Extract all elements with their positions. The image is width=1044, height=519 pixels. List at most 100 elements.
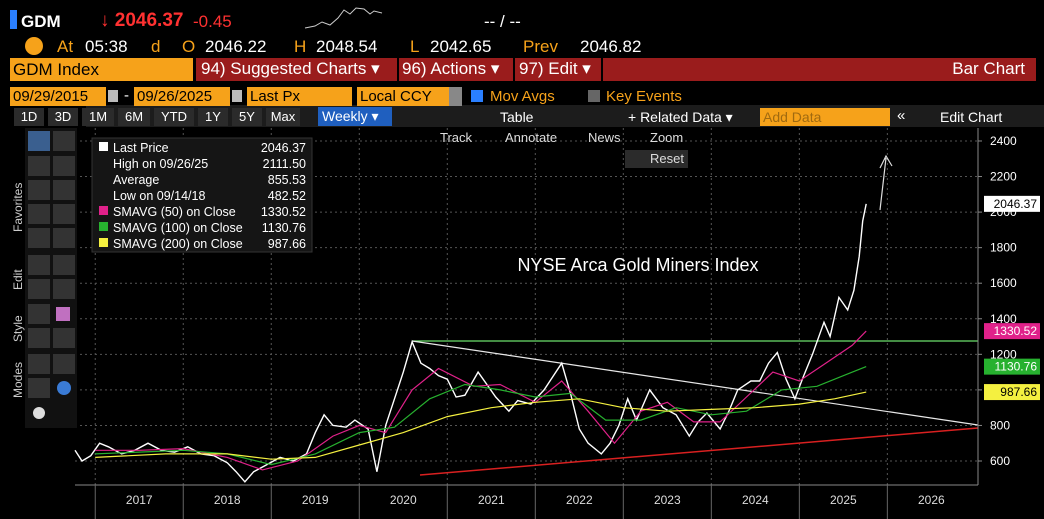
dropdown[interactable] <box>449 87 462 106</box>
open: 2046.22 <box>205 37 267 56</box>
legend-label: Low on 09/14/18 <box>113 189 206 203</box>
bid-ask: -- / -- <box>484 12 521 31</box>
checkbox[interactable] <box>588 90 600 102</box>
y-tick-label: 1800 <box>990 241 1017 255</box>
calendar-icon[interactable] <box>232 90 242 102</box>
period-button[interactable]: 6M <box>118 108 150 126</box>
edit-chart[interactable]: Edit Chart <box>940 109 1003 125</box>
tool-icon[interactable] <box>28 156 50 176</box>
tool-icon[interactable] <box>53 354 75 374</box>
tool-icon[interactable] <box>53 131 75 151</box>
change: -0.45 <box>193 12 232 31</box>
checkbox-label[interactable]: Mov Avgs <box>490 88 555 105</box>
ticker-marker <box>10 10 17 29</box>
x-tick-label: 2023 <box>654 493 681 507</box>
frequency-select[interactable]: Weekly ▾ <box>318 107 392 126</box>
x-tick-label: 2024 <box>742 493 769 507</box>
tool-icon[interactable] <box>28 279 50 299</box>
tool-icon[interactable] <box>28 354 50 374</box>
y-tick-label: 800 <box>990 418 1010 432</box>
legend-swatch <box>99 238 108 247</box>
label: d <box>151 37 161 56</box>
legend-swatch <box>99 142 108 151</box>
menu-item[interactable]: 96) Actions ▾ <box>402 59 500 78</box>
last-value-label: 1330.52 <box>994 324 1038 338</box>
tool-icon[interactable] <box>57 381 71 395</box>
price-line <box>74 203 867 483</box>
last-value-tag <box>984 358 1040 375</box>
start-date[interactable]: 09/29/2015 <box>10 87 106 106</box>
reset-button[interactable]: Reset <box>625 150 688 168</box>
tool-icon[interactable] <box>53 204 75 224</box>
chart-tool[interactable]: Track <box>440 130 473 145</box>
period-button[interactable]: 5Y <box>232 108 262 126</box>
chart-tool[interactable]: News <box>588 130 621 145</box>
collapse-icon[interactable]: « <box>897 107 906 124</box>
last-value-label: 2046.37 <box>994 197 1038 211</box>
tool-icon[interactable] <box>53 279 75 299</box>
tool-icon[interactable] <box>28 228 50 248</box>
add-data-input[interactable]: Add Data <box>760 108 890 126</box>
field-select[interactable]: Last Px <box>247 87 352 106</box>
tool-icon[interactable] <box>28 328 50 348</box>
tool-icon[interactable] <box>53 328 75 348</box>
tool-icon[interactable] <box>28 255 50 275</box>
tool-icon[interactable] <box>53 255 75 275</box>
currency-select[interactable]: Local CCY <box>357 87 449 106</box>
y-tick-label: 2200 <box>990 170 1017 184</box>
side-tab[interactable]: Modes <box>11 361 25 398</box>
chart-tool[interactable]: Annotate <box>505 130 558 145</box>
period-button[interactable]: 1D <box>14 108 44 126</box>
legend-label: SMAVG (200) on Close <box>113 237 243 251</box>
tool-icon[interactable] <box>53 228 75 248</box>
last-value-label: 1130.76 <box>995 360 1038 374</box>
legend-label: High on 09/26/25 <box>113 157 209 171</box>
menu-item[interactable]: 94) Suggested Charts ▾ <box>201 59 380 78</box>
period-button[interactable]: 3D <box>48 108 78 126</box>
side-tab[interactable]: Edit <box>11 269 25 290</box>
checkbox[interactable] <box>471 90 483 102</box>
time: 05:38 <box>85 37 128 56</box>
label: L <box>410 37 420 56</box>
security-field[interactable]: GDM Index <box>10 58 193 81</box>
label: H <box>294 37 307 56</box>
menu-bar <box>196 58 1036 81</box>
legend-value: 482.52 <box>267 189 306 203</box>
calendar-icon[interactable] <box>108 90 118 102</box>
arrow-annotation <box>879 154 893 211</box>
low: 2042.65 <box>430 37 492 56</box>
y-tick-label: 2400 <box>990 134 1017 148</box>
tool-icon[interactable] <box>28 378 50 398</box>
end-date[interactable]: 09/26/2025 <box>134 87 230 106</box>
label: O <box>182 37 196 56</box>
side-tab[interactable]: Style <box>11 315 25 342</box>
legend-value: 1330.52 <box>260 205 306 219</box>
tool-icon[interactable] <box>28 204 50 224</box>
x-tick-label: 2026 <box>918 493 945 507</box>
y-tick-label: 1200 <box>990 347 1017 361</box>
legend-bg <box>91 137 313 253</box>
checkbox-label[interactable]: Key Events <box>606 88 682 105</box>
table-button[interactable]: Table <box>500 109 534 125</box>
last-value-tag <box>984 384 1040 401</box>
period-button[interactable]: 1Y <box>198 108 228 126</box>
chart-type[interactable]: Bar Chart <box>952 59 1025 78</box>
tool-icon[interactable] <box>28 304 50 324</box>
separator <box>397 58 399 81</box>
period-button[interactable]: Max <box>266 108 300 126</box>
moving-average-line <box>95 366 867 466</box>
side-tab[interactable]: Favorites <box>11 182 25 232</box>
related-data[interactable]: + Related Data ▾ <box>628 109 733 125</box>
menu-item[interactable]: 97) Edit ▾ <box>519 59 591 78</box>
tool-icon[interactable] <box>53 180 75 200</box>
tool-icon[interactable] <box>28 180 50 200</box>
plot <box>74 203 867 483</box>
settings-icon[interactable] <box>33 407 45 419</box>
tool-icon[interactable] <box>28 131 50 151</box>
color-swatch[interactable] <box>56 307 70 321</box>
chart-tool[interactable]: Zoom <box>650 130 684 145</box>
y-tick-label: 1400 <box>990 312 1017 326</box>
period-button[interactable]: 1M <box>82 108 114 126</box>
period-button[interactable]: YTD <box>154 108 194 126</box>
tool-icon[interactable] <box>53 156 75 176</box>
